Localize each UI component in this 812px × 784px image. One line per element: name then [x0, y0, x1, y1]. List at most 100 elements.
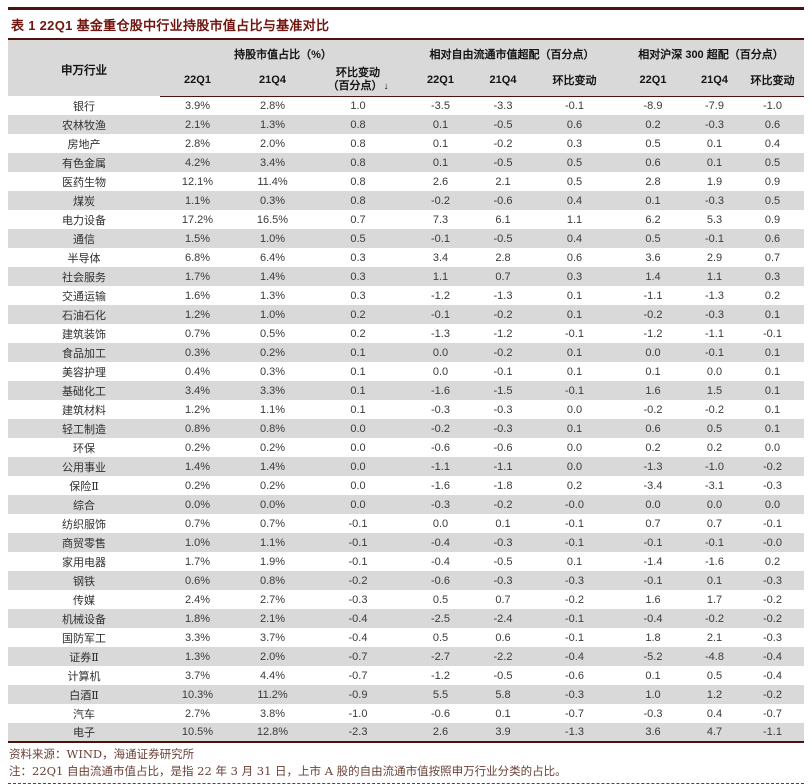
value-cell: 0.5 [764, 156, 781, 169]
value-cell: 0.7 [706, 517, 723, 530]
value-cell: -0.4 [431, 536, 450, 549]
table-row: 商贸零售 1.0% 1.1% -0.1 -0.4 -0.3 -0.1 -0.1 -0.1 -0.0 [8, 533, 805, 552]
value-cell: -0.2 [705, 403, 724, 416]
value-cell: -1.6 [705, 555, 724, 568]
value-cell: -0.1 [431, 308, 450, 321]
value-cell: 0.1 [566, 289, 583, 302]
value-cell: -1.2 [493, 327, 513, 340]
value-cell: -0.0 [565, 498, 584, 511]
value-cell: 0.8 [350, 118, 366, 131]
value-cell: 5.5 [432, 688, 449, 701]
value-cell: -1.1 [643, 289, 663, 302]
value-cell: -0.5 [493, 118, 513, 131]
value-cell: 0.9 [764, 213, 781, 226]
value-cell: 2.1 [706, 631, 723, 644]
value-cell: 1.7% [184, 270, 211, 283]
value-cell: -0.3 [565, 574, 584, 587]
value-cell: 0.1 [432, 118, 449, 131]
value-cell: 1.0% [259, 308, 286, 321]
column-header-22q1-share: 22Q1 [160, 65, 235, 97]
value-cell: 0.2% [184, 479, 211, 492]
value-cell: 0.0 [645, 498, 661, 511]
industry-name: 机械设备 [62, 612, 106, 626]
value-cell: 3.7% [184, 669, 211, 682]
value-cell: 0.8 [350, 175, 366, 188]
value-cell: -1.3 [705, 289, 724, 302]
value-cell: 0.0 [566, 403, 583, 416]
value-cell: 0.5 [706, 669, 723, 682]
value-cell: -0.4 [348, 612, 368, 625]
value-cell: -0.7 [348, 650, 368, 663]
value-cell: -2.4 [493, 612, 513, 625]
value-cell: 0.1 [706, 574, 723, 587]
value-cell: 0.1 [495, 707, 511, 720]
value-cell: 3.4% [184, 384, 211, 397]
value-cell: -0.2 [643, 308, 663, 321]
value-cell: 0.3 [350, 270, 366, 283]
value-cell: -0.2 [493, 137, 513, 150]
industry-name: 国防军工 [62, 631, 106, 645]
value-cell: 1.2% [184, 403, 211, 416]
value-cell: -0.3 [705, 308, 724, 321]
table-row: 基础化工 3.4% 3.3% 0.1 -1.6 -1.5 -0.1 1.6 1.5 0.1 [8, 381, 805, 400]
value-cell: 0.3 [566, 270, 583, 283]
value-cell: -0.9 [348, 688, 368, 701]
table-row: 计算机 3.7% 4.4% -0.7 -1.2 -0.5 -0.6 0.1 0.5 -0.4 [8, 666, 804, 685]
industry-name: 白酒Ⅱ [69, 688, 99, 702]
table-row: 家用电器 1.7% 1.9% -0.1 -0.4 -0.5 0.1 -1.4 -1.6 0.2 [8, 552, 804, 571]
value-cell: 0.6 [645, 422, 661, 435]
column-header-22q1-freefloat: 22Q1 [406, 65, 475, 97]
value-cell: 0.6 [764, 232, 781, 245]
value-cell: -0.1 [705, 346, 724, 359]
value-cell: 0.7 [764, 251, 781, 264]
value-cell: -1.5 [493, 384, 513, 397]
value-cell: -1.8 [493, 479, 513, 492]
table-row: 食品加工 0.3% 0.2% 0.1 0.0 -0.2 0.1 0.0 -0.1 0.1 [8, 343, 805, 362]
value-cell: -1.3 [565, 726, 584, 738]
value-cell: 0.7 [645, 517, 661, 530]
column-header-21q4-share: 21Q4 [235, 65, 310, 97]
value-cell: 2.1% [184, 118, 211, 131]
table-body: 银行 3.9% 2.8% 1.0 -3.5 -3.3 -0.1 -8.9 -7.9 -1.0 农林牧… [8, 96, 805, 742]
value-cell: 0.1 [566, 346, 583, 359]
value-cell: -0.1 [493, 365, 513, 378]
value-cell: -0.1 [565, 517, 584, 530]
value-cell: 1.0% [259, 232, 286, 245]
value-cell: -0.1 [565, 612, 584, 625]
value-cell: 0.2 [645, 118, 661, 131]
value-cell: 0.5 [706, 422, 723, 435]
value-cell: -0.4 [763, 650, 782, 663]
value-cell: 2.0% [259, 137, 286, 150]
value-cell: -0.1 [643, 574, 663, 587]
value-cell: -0.1 [348, 517, 368, 530]
table-row: 银行 3.9% 2.8% 1.0 -3.5 -3.3 -0.1 -8.9 -7.9 -1.0 [8, 96, 804, 115]
table-row: 公用事业 1.4% 1.4% 0.0 -1.1 -1.1 0.0 -1.3 -1.0 -0.2 [8, 457, 805, 476]
industry-name: 钢铁 [73, 574, 95, 588]
value-cell: -0.3 [431, 498, 450, 511]
value-cell: 0.1 [645, 365, 661, 378]
value-cell: 0.2% [259, 346, 286, 359]
value-cell: 0.1 [432, 137, 449, 150]
value-cell: -1.1 [431, 460, 450, 473]
value-cell: -0.4 [763, 669, 782, 682]
column-header-qoq-change-pp: 环比变动 （百分点）↓ [310, 65, 406, 97]
value-cell: -0.6 [493, 194, 513, 207]
value-cell: 0.1 [566, 422, 583, 435]
value-cell: 1.7% [184, 555, 211, 568]
value-cell: 1.5% [184, 232, 211, 245]
value-cell: 1.3% [259, 118, 286, 131]
source-note: 资料来源：WIND，海通证券研究所 [9, 747, 195, 761]
value-cell: 1.4% [259, 460, 286, 473]
value-cell: -0.2 [763, 460, 782, 473]
value-cell: -1.3 [493, 289, 513, 302]
value-cell: 17.2% [181, 213, 214, 226]
value-cell: 0.1 [764, 422, 781, 435]
value-cell: 10.5% [181, 726, 214, 738]
value-cell: 0.7 [495, 593, 511, 606]
value-cell: -0.3 [643, 707, 663, 720]
value-cell: 2.7% [259, 593, 286, 606]
qoq-change-label: 环比变动 （百分点） [327, 67, 383, 93]
value-cell: 0.5 [432, 593, 449, 606]
value-cell: 0.0 [566, 441, 583, 454]
value-cell: -0.2 [493, 308, 513, 321]
